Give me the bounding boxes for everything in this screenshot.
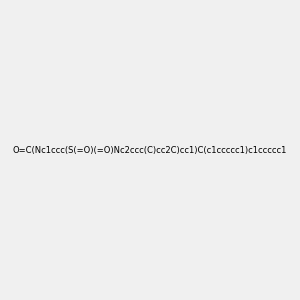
Text: O=C(Nc1ccc(S(=O)(=O)Nc2ccc(C)cc2C)cc1)C(c1ccccc1)c1ccccc1: O=C(Nc1ccc(S(=O)(=O)Nc2ccc(C)cc2C)cc1)C(… — [13, 146, 287, 154]
